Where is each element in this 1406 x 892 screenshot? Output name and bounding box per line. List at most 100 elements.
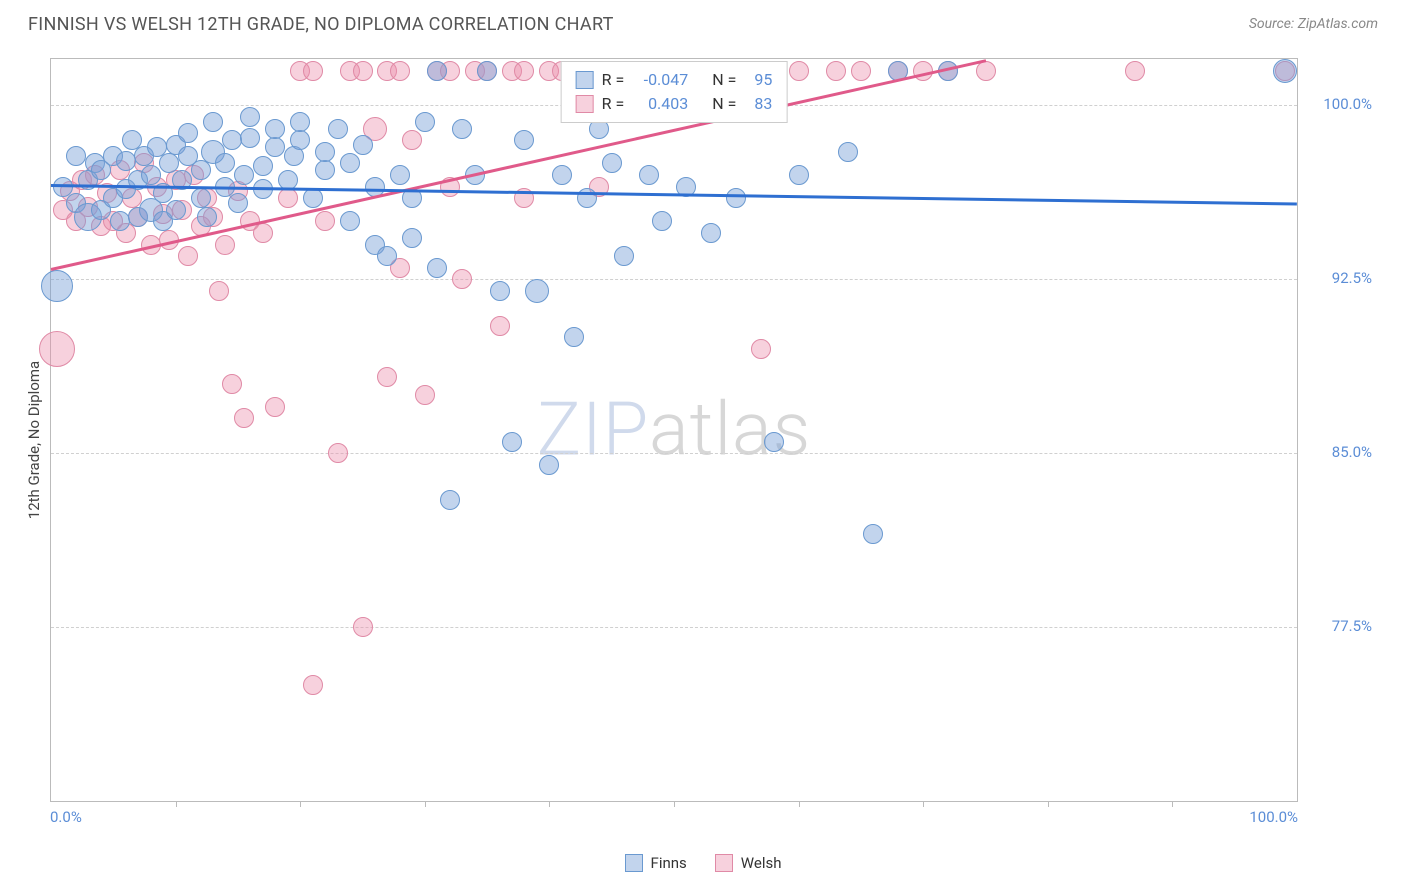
- data-point-welsh: [514, 61, 534, 81]
- legend-correlation: R = -0.047 N = 95 R = 0.403 N = 83: [561, 61, 788, 123]
- data-point-finns: [265, 137, 285, 157]
- data-point-welsh: [402, 130, 422, 150]
- data-point-finns: [141, 165, 161, 185]
- data-point-finns: [602, 153, 622, 173]
- data-point-finns: [197, 207, 217, 227]
- data-point-finns: [110, 211, 130, 231]
- data-point-finns: [639, 165, 659, 185]
- data-point-welsh: [452, 269, 472, 289]
- data-point-welsh: [315, 211, 335, 231]
- data-point-finns: [502, 432, 522, 452]
- data-point-finns: [315, 160, 335, 180]
- data-point-welsh: [415, 385, 435, 405]
- y-tick-label: 100.0%: [1323, 95, 1372, 113]
- data-point-finns: [215, 153, 235, 173]
- r-value-finns: -0.047: [632, 68, 688, 92]
- source-label: Source: ZipAtlas.com: [1249, 16, 1378, 32]
- gridline: [51, 627, 1297, 628]
- data-point-finns: [222, 130, 242, 150]
- x-min-label: 0.0%: [50, 808, 82, 826]
- data-point-finns: [290, 112, 310, 132]
- data-point-finns: [564, 327, 584, 347]
- data-point-finns: [66, 146, 86, 166]
- data-point-welsh: [851, 61, 871, 81]
- legend-item-finns: Finns: [625, 854, 687, 872]
- data-point-welsh: [222, 374, 242, 394]
- x-max-label: 100.0%: [1249, 808, 1298, 826]
- data-point-finns: [377, 246, 397, 266]
- data-point-welsh: [353, 617, 373, 637]
- x-axis-row: 0.0% 100.0%: [50, 802, 1298, 830]
- data-point-welsh: [39, 331, 75, 367]
- swatch-finns: [576, 71, 594, 89]
- legend-label-finns: Finns: [651, 854, 687, 872]
- data-point-finns: [490, 281, 510, 301]
- data-point-finns: [427, 258, 447, 278]
- data-point-finns: [340, 153, 360, 173]
- data-point-welsh: [215, 235, 235, 255]
- data-point-welsh: [826, 61, 846, 81]
- data-point-finns: [452, 119, 472, 139]
- gridline: [51, 453, 1297, 454]
- data-point-finns: [440, 490, 460, 510]
- data-point-welsh: [751, 339, 771, 359]
- data-point-finns: [166, 200, 186, 220]
- data-point-finns: [427, 61, 447, 81]
- scatter-plot: R = -0.047 N = 95 R = 0.403 N = 83 ZIPat…: [50, 58, 1298, 802]
- legend-item-welsh: Welsh: [715, 854, 782, 872]
- data-point-welsh: [278, 188, 298, 208]
- data-point-finns: [701, 223, 721, 243]
- data-point-welsh: [490, 316, 510, 336]
- data-point-welsh: [390, 61, 410, 81]
- legend-row-finns: R = -0.047 N = 95: [576, 68, 773, 92]
- y-axis-label: 12th Grade, No Diploma: [25, 361, 43, 519]
- swatch-welsh: [576, 95, 594, 113]
- data-point-finns: [116, 151, 136, 171]
- legend-row-welsh: R = 0.403 N = 83: [576, 92, 773, 116]
- data-point-finns: [552, 165, 572, 185]
- plot-wrap: R = -0.047 N = 95 R = 0.403 N = 83 ZIPat…: [50, 58, 1378, 830]
- data-point-finns: [191, 160, 211, 180]
- data-point-finns: [415, 112, 435, 132]
- data-point-finns: [514, 130, 534, 150]
- data-point-finns: [303, 188, 323, 208]
- data-point-welsh: [253, 223, 273, 243]
- data-point-finns: [390, 165, 410, 185]
- data-point-finns: [764, 432, 784, 452]
- data-point-welsh: [377, 367, 397, 387]
- data-point-finns: [191, 188, 211, 208]
- data-point-finns: [240, 107, 260, 127]
- n-value-finns: 95: [744, 68, 772, 92]
- legend-series: Finns Welsh: [0, 854, 1406, 872]
- watermark-atlas: atlas: [649, 387, 811, 474]
- data-point-finns: [726, 188, 746, 208]
- data-point-finns: [789, 165, 809, 185]
- n-label: N =: [712, 68, 736, 92]
- data-point-welsh: [209, 281, 229, 301]
- data-point-finns: [41, 270, 73, 302]
- data-point-finns: [340, 211, 360, 231]
- data-point-finns: [265, 119, 285, 139]
- y-tick-label: 85.0%: [1332, 443, 1372, 461]
- y-tick-column: 100.0%92.5%85.0%77.5%: [1300, 58, 1378, 802]
- gridline: [51, 279, 1297, 280]
- n-value-welsh: 83: [744, 92, 772, 116]
- y-tick-label: 92.5%: [1332, 269, 1372, 287]
- data-point-finns: [614, 246, 634, 266]
- data-point-welsh: [353, 61, 373, 81]
- swatch-finns: [625, 854, 643, 872]
- data-point-finns: [539, 455, 559, 475]
- data-point-finns: [315, 142, 335, 162]
- data-point-finns: [525, 279, 549, 303]
- data-point-finns: [1273, 59, 1297, 83]
- data-point-finns: [838, 142, 858, 162]
- data-point-finns: [203, 112, 223, 132]
- data-point-finns: [477, 61, 497, 81]
- data-point-finns: [228, 193, 248, 213]
- data-point-finns: [328, 119, 348, 139]
- data-point-welsh: [303, 61, 323, 81]
- r-label: R =: [602, 92, 625, 116]
- data-point-welsh: [178, 246, 198, 266]
- data-point-welsh: [789, 61, 809, 81]
- data-point-finns: [652, 211, 672, 231]
